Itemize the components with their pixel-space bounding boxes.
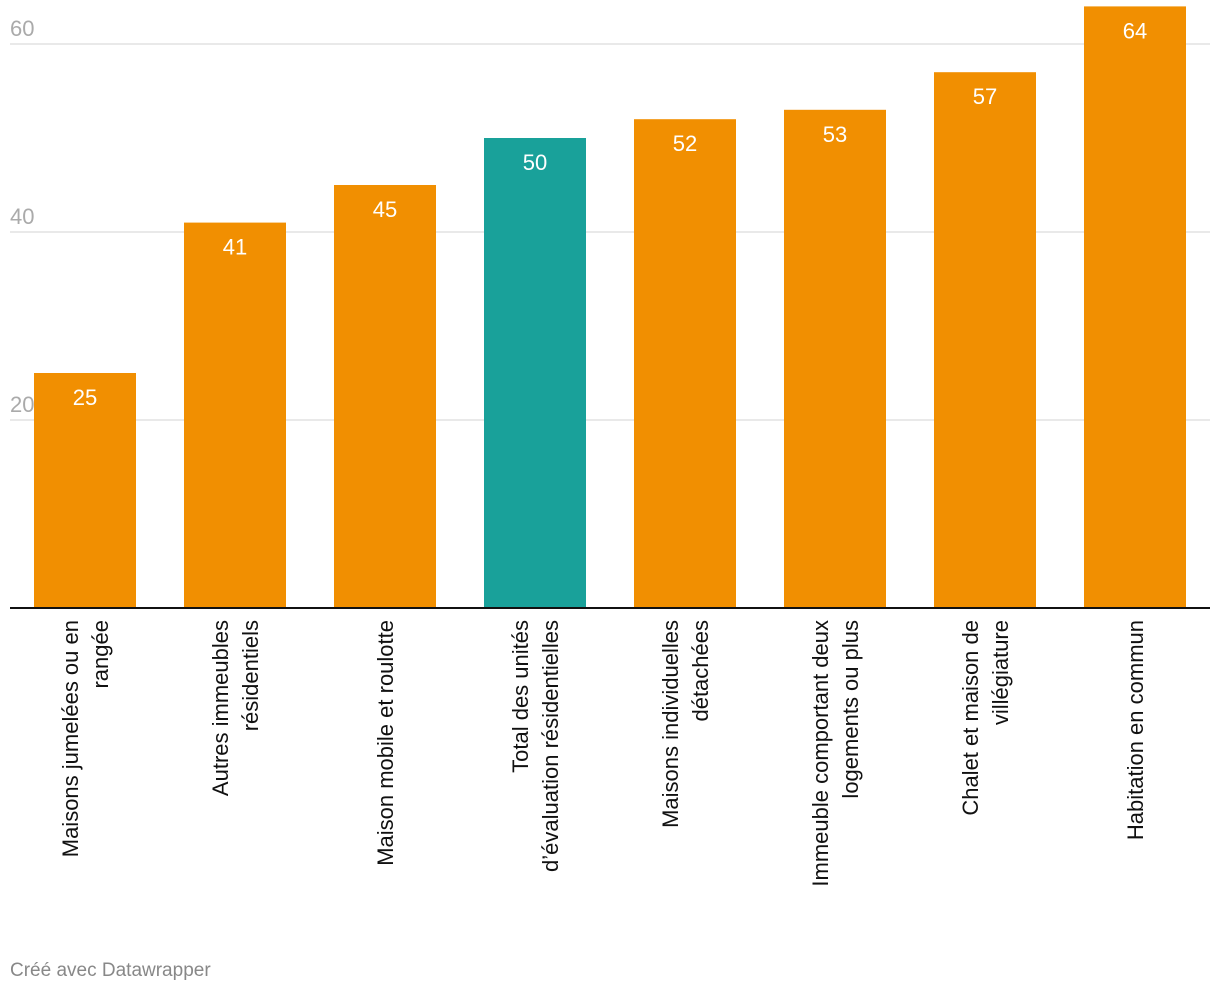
credit-text: Créé avec Datawrapper	[10, 960, 211, 981]
bar-value-label: 64	[1123, 18, 1147, 43]
bar	[784, 109, 886, 609]
category-label: Maison mobile et roulotte	[373, 620, 398, 866]
bar	[934, 72, 1036, 608]
bar	[484, 138, 586, 608]
category-label-line: Maison mobile et roulotte	[373, 620, 398, 866]
bar	[334, 185, 436, 608]
category-label: Chalet et maison de villégiature	[958, 620, 1013, 816]
category-label-line: Habitation en commun	[1123, 620, 1148, 840]
bar-value-label: 45	[373, 197, 397, 222]
bar	[34, 373, 136, 608]
bar	[634, 119, 736, 608]
bar	[1084, 6, 1186, 608]
category-label-line: Chalet et maison de	[958, 620, 983, 816]
bar-value-label: 41	[223, 235, 247, 260]
category-label-line: résidentiels	[238, 620, 263, 731]
bar-value-label: 50	[523, 150, 547, 175]
category-label-line: Autres immeubles	[208, 620, 233, 796]
category-label: Total des unités d’évaluation résidentiel…	[508, 620, 563, 872]
bar-value-label: 53	[823, 122, 847, 147]
category-label-line: rangée	[88, 620, 113, 689]
y-tick-label: 40	[10, 204, 34, 229]
bars	[10, 6, 1210, 609]
category-label-line: Maisons jumelées ou en	[58, 620, 83, 857]
bar-value-label: 52	[673, 131, 697, 156]
y-tick-label: 60	[10, 16, 34, 41]
category-label-line: logements ou plus	[838, 620, 863, 799]
category-label: Autres immeubles résidentiels	[208, 620, 263, 796]
category-labels: Maisons jumelées ou en rangée Autres immeu…	[58, 620, 1148, 887]
category-label-line: Total des unités	[508, 620, 533, 773]
category-label-line: Maisons individuelles	[658, 620, 683, 828]
category-label: Maisons individuelles détachées	[658, 620, 713, 828]
value-labels: 25 41 45 50 52 53 57 64	[73, 18, 1147, 410]
bar-value-label: 25	[73, 385, 97, 410]
y-tick-label: 20	[10, 392, 34, 417]
category-label-line: Immeuble comportant deux	[808, 620, 833, 887]
bar-value-label: 57	[973, 84, 997, 109]
category-label: Immeuble comportant deux logements ou plu…	[808, 620, 863, 887]
category-label: Habitation en commun	[1123, 620, 1148, 840]
bar	[184, 222, 286, 608]
category-label-line: villégiature	[988, 620, 1013, 725]
category-label-line: détachées	[688, 620, 713, 722]
category-label-line: d’évaluation résidentielles	[538, 620, 563, 872]
category-label: Maisons jumelées ou en rangée	[58, 620, 113, 857]
